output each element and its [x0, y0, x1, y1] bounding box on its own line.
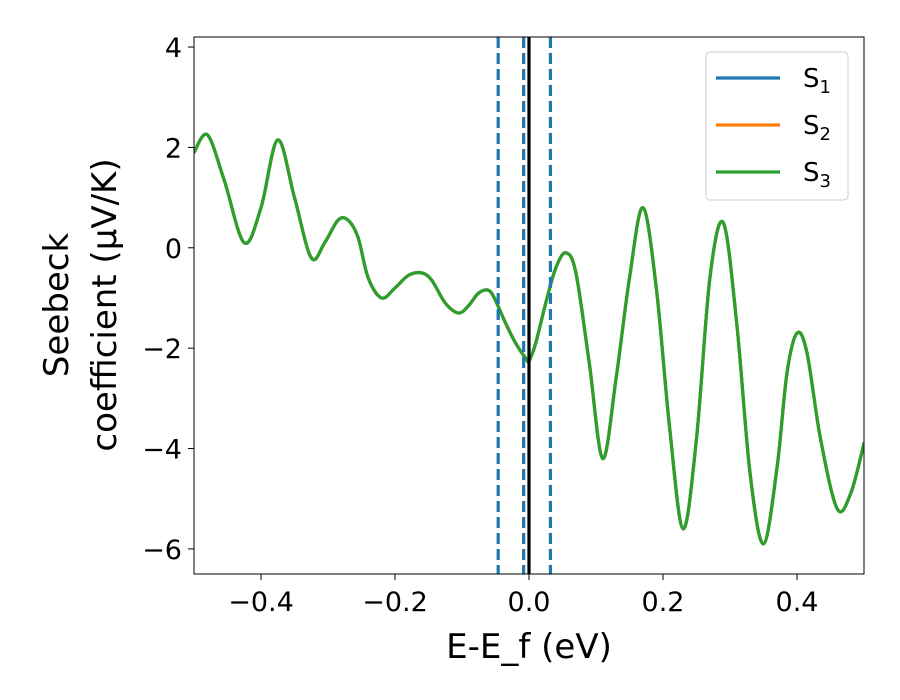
x-tick-label: 0.2: [642, 587, 685, 618]
y-axis-label-group: Seebeck coefficient (μV/K): [37, 158, 125, 451]
legend: S1 S2 S3: [705, 51, 849, 201]
y-tick-label: 4: [165, 33, 182, 64]
axis-ticks: −0.4 −0.2 0.0 0.2 0.4 4 2 0 −2 −4 −6: [142, 33, 818, 618]
x-axis-label: E-E_f (eV): [446, 627, 612, 667]
y-tick-label: −2: [142, 334, 182, 365]
y-tick-label: 0: [165, 234, 182, 265]
plot-data-layer: [194, 37, 864, 574]
x-tick-label: 0.0: [508, 587, 551, 618]
y-axis-label-line1: Seebeck: [37, 233, 77, 378]
x-tick-label: 0.4: [776, 587, 819, 618]
legend-label-s3: S3: [803, 158, 831, 192]
series-line-s3: [194, 132, 864, 546]
y-tick-label: −6: [142, 535, 182, 566]
legend-label-s2: S2: [803, 111, 831, 145]
y-tick-label: −4: [142, 435, 182, 466]
y-axis-label-line2: coefficient (μV/K): [85, 158, 125, 451]
y-tick-label: 2: [165, 133, 182, 164]
x-tick-label: −0.2: [362, 587, 428, 618]
x-tick-label: −0.4: [228, 587, 294, 618]
legend-label-s1: S1: [803, 64, 831, 98]
